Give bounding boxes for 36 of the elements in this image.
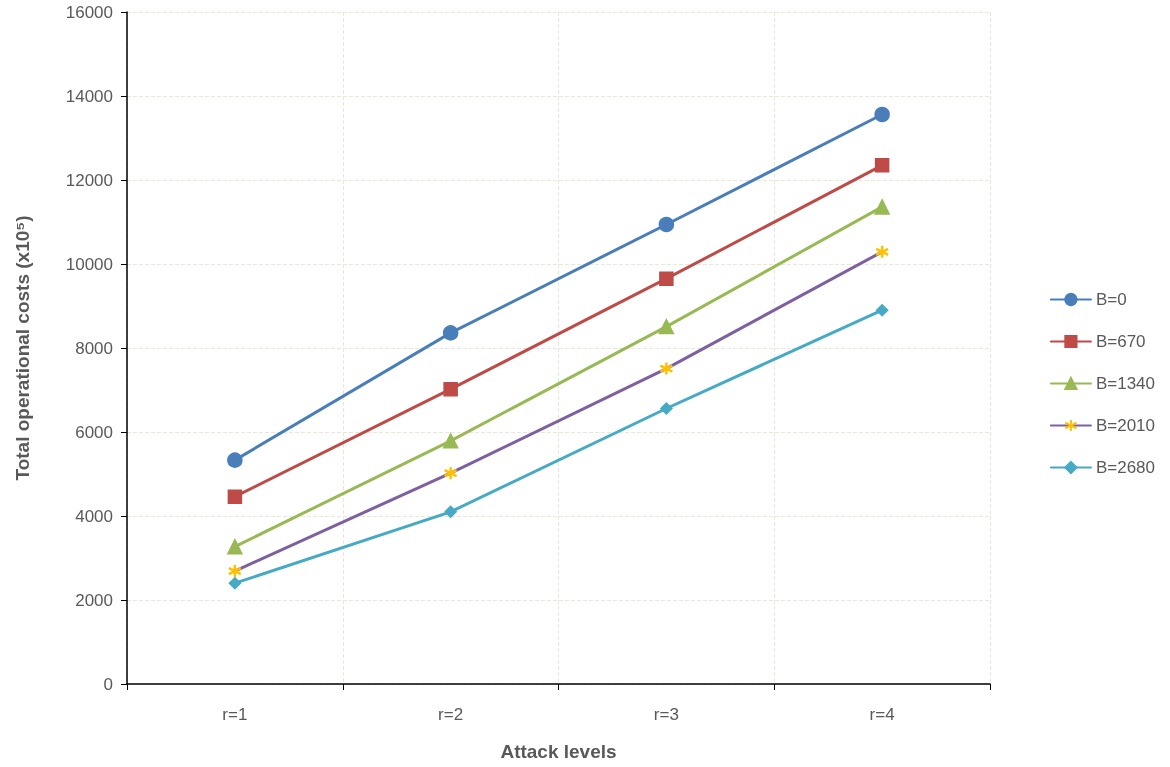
legend-label: B=2010 [1095,416,1156,435]
y-tick-label: 4000 [75,506,113,526]
point [659,271,674,286]
x-tick-label: r=3 [653,705,679,724]
point [874,199,890,215]
legend-label: B=0 [1095,290,1127,309]
x-tick-label: r=1 [222,705,248,724]
point [660,402,673,415]
point [228,576,242,590]
point [444,505,457,519]
y-tick-label: 14000 [65,86,113,106]
point [227,452,243,468]
point [442,433,459,449]
x-axis-title: Attack levels [500,741,617,762]
point [227,489,243,504]
x-tick-label: r=2 [438,705,464,724]
y-tick-label: 12000 [65,170,113,190]
y-tick-label: 2000 [75,590,113,610]
legend-label: B=2680 [1095,458,1156,477]
point [443,381,458,397]
y-tick-label: 10000 [65,254,113,274]
x-tick-label: r=4 [869,705,895,724]
y-tick-label: 0 [103,674,113,694]
y-tick-label: 8000 [75,338,113,358]
point [442,325,459,341]
point [874,158,890,173]
legend-label: B=1340 [1095,374,1156,393]
point [658,318,675,335]
point [658,216,675,233]
y-tick-label: 6000 [75,422,113,442]
y-axis-title: Total operational costs (x10⁵) [12,215,33,481]
point [874,106,890,123]
y-tick-label: 16000 [65,2,113,22]
legend-label: B=670 [1095,332,1146,351]
point [875,303,889,317]
point [227,538,243,555]
